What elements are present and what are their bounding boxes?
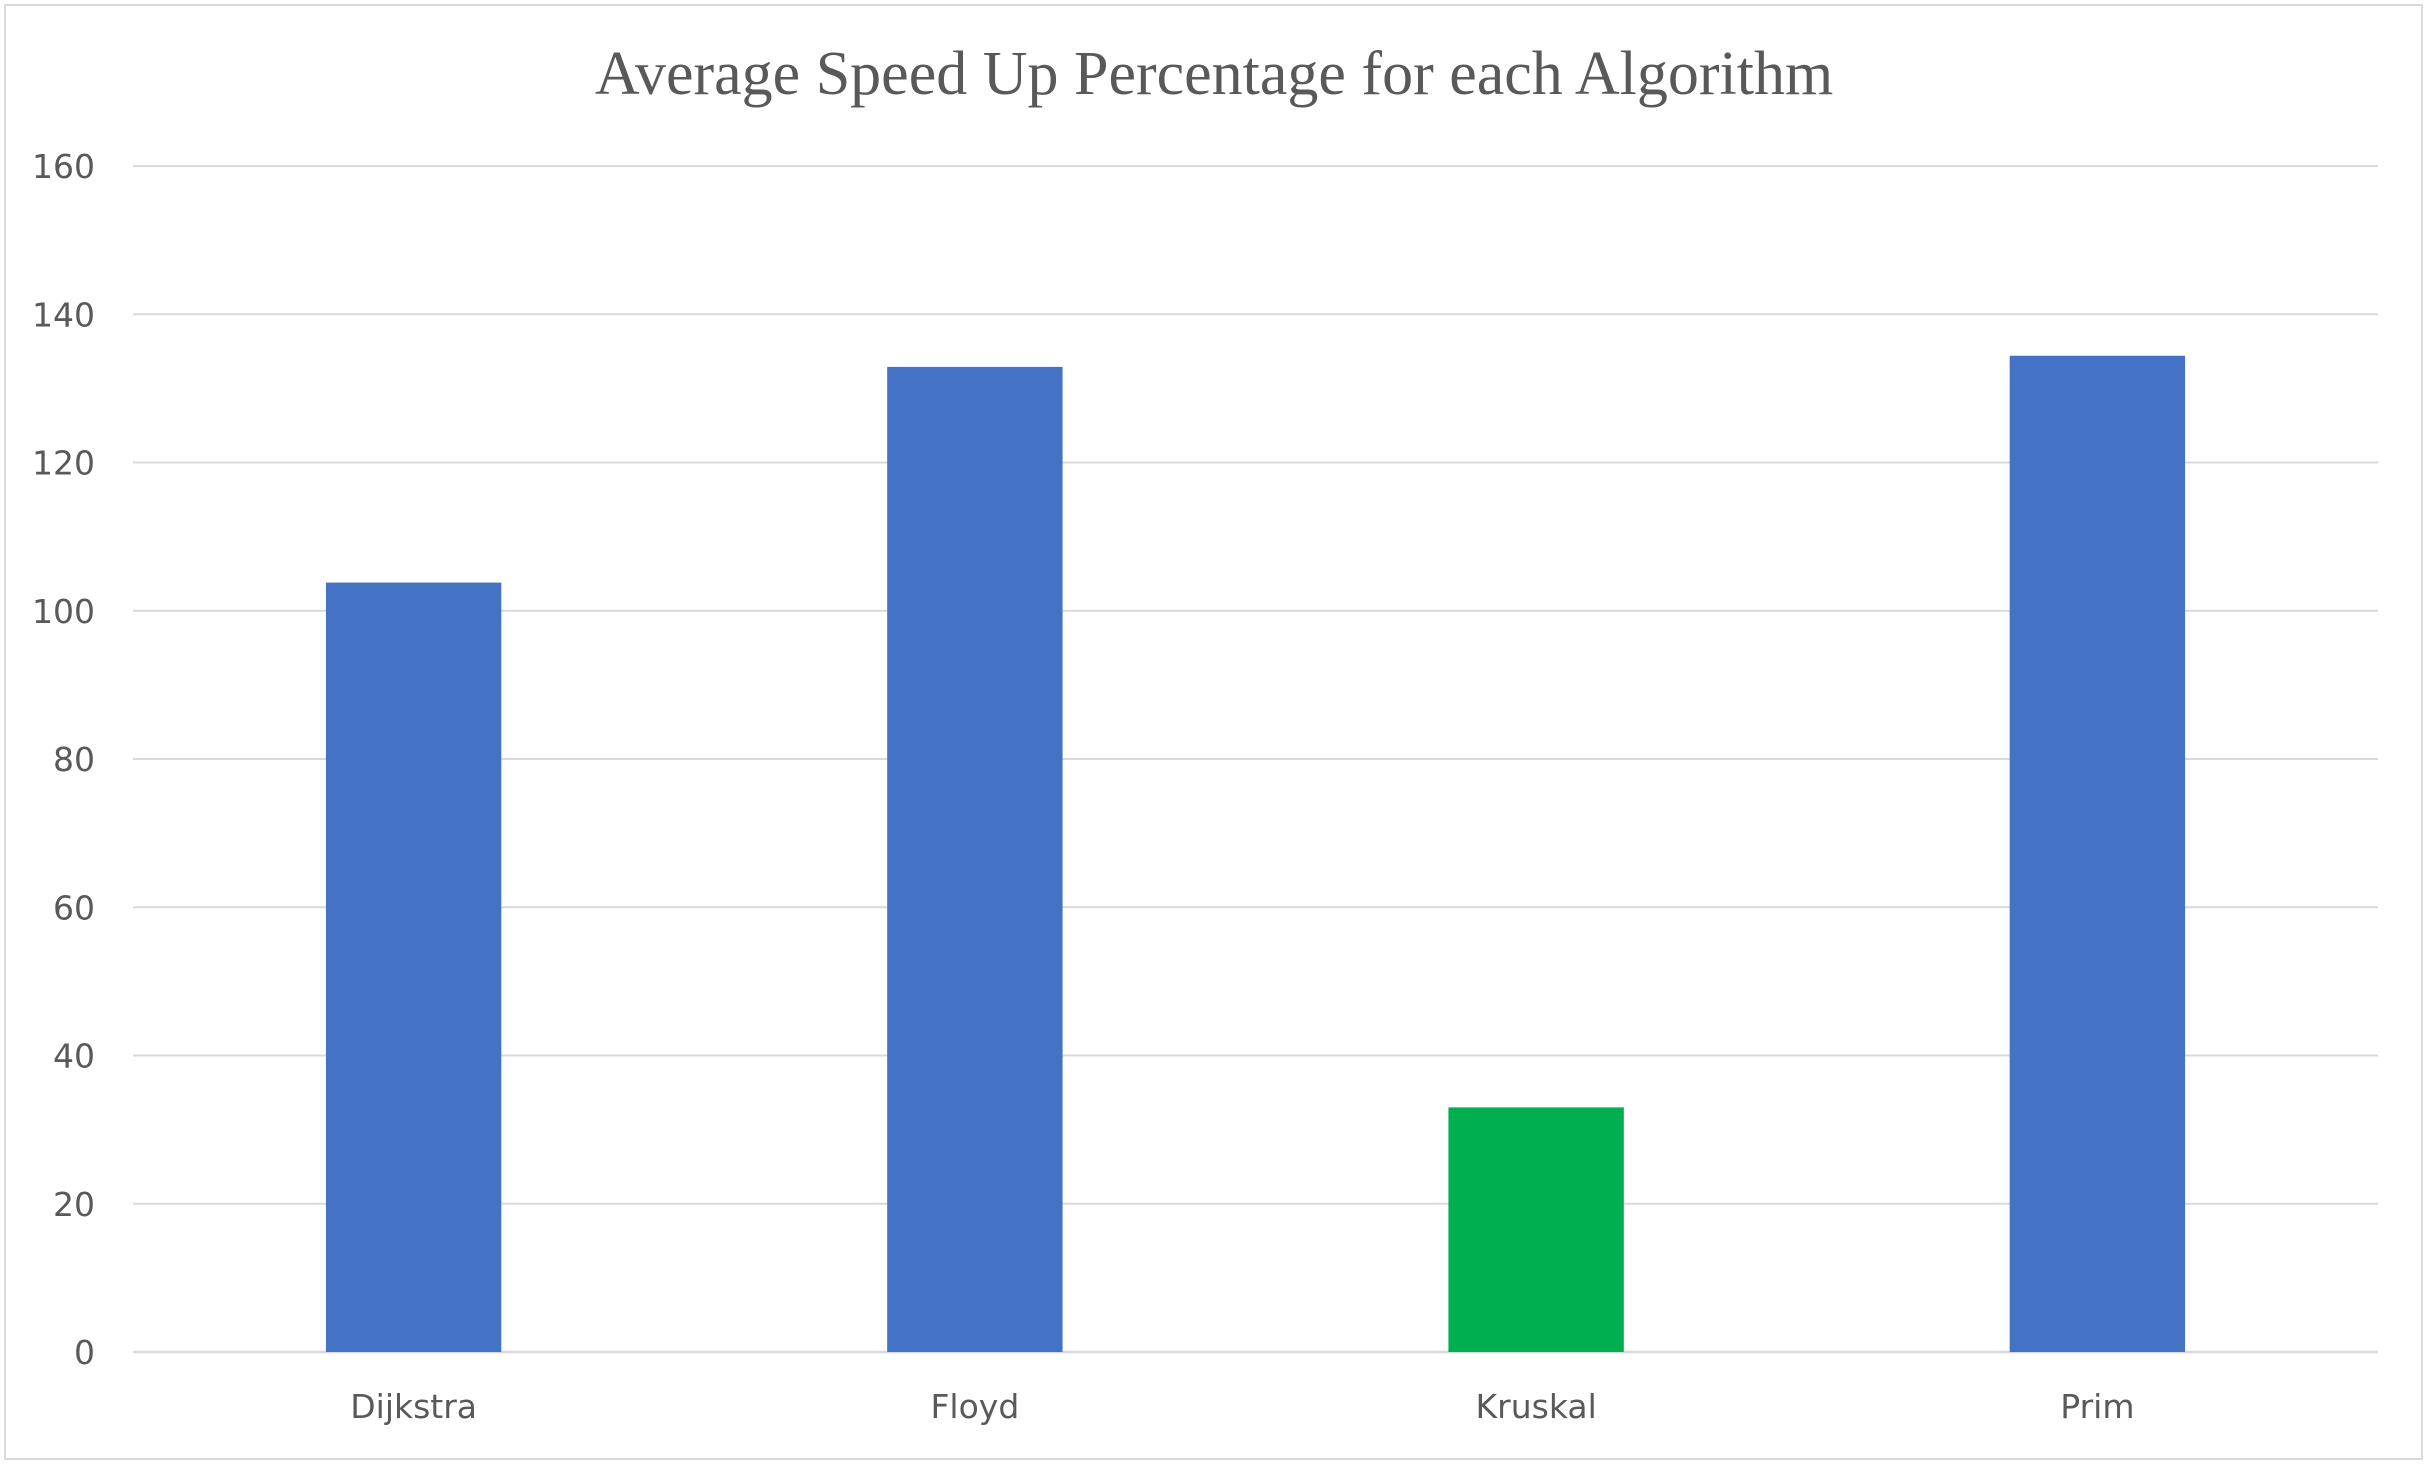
x-category-label: Prim bbox=[2060, 1387, 2134, 1426]
y-tick-label: 160 bbox=[32, 147, 95, 186]
y-tick-label: 40 bbox=[53, 1037, 95, 1076]
bar-floyd bbox=[887, 366, 1063, 1352]
bar-kruskal bbox=[1448, 1107, 1624, 1352]
y-tick-label: 0 bbox=[74, 1333, 95, 1372]
y-tick-label: 80 bbox=[53, 740, 95, 779]
x-category-label: Kruskal bbox=[1476, 1387, 1597, 1426]
x-axis-category-labels: Dijkstra Floyd Kruskal Prim bbox=[350, 1387, 2134, 1426]
y-tick-label: 20 bbox=[53, 1185, 95, 1224]
bar-prim bbox=[2009, 355, 2186, 1352]
y-tick-label: 60 bbox=[53, 888, 95, 927]
bar-dijkstra bbox=[325, 582, 502, 1352]
y-axis-tick-labels: 0 20 40 60 80 100 120 140 160 bbox=[32, 147, 95, 1372]
x-category-label: Floyd bbox=[930, 1387, 1019, 1426]
y-tick-label: 140 bbox=[32, 295, 95, 334]
x-category-label: Dijkstra bbox=[350, 1387, 477, 1426]
chart-title: Average Speed Up Percentage for each Alg… bbox=[595, 40, 1833, 108]
bars bbox=[325, 355, 2186, 1352]
y-tick-label: 120 bbox=[32, 444, 95, 483]
y-tick-label: 100 bbox=[32, 592, 95, 631]
gridlines bbox=[133, 165, 2378, 1354]
